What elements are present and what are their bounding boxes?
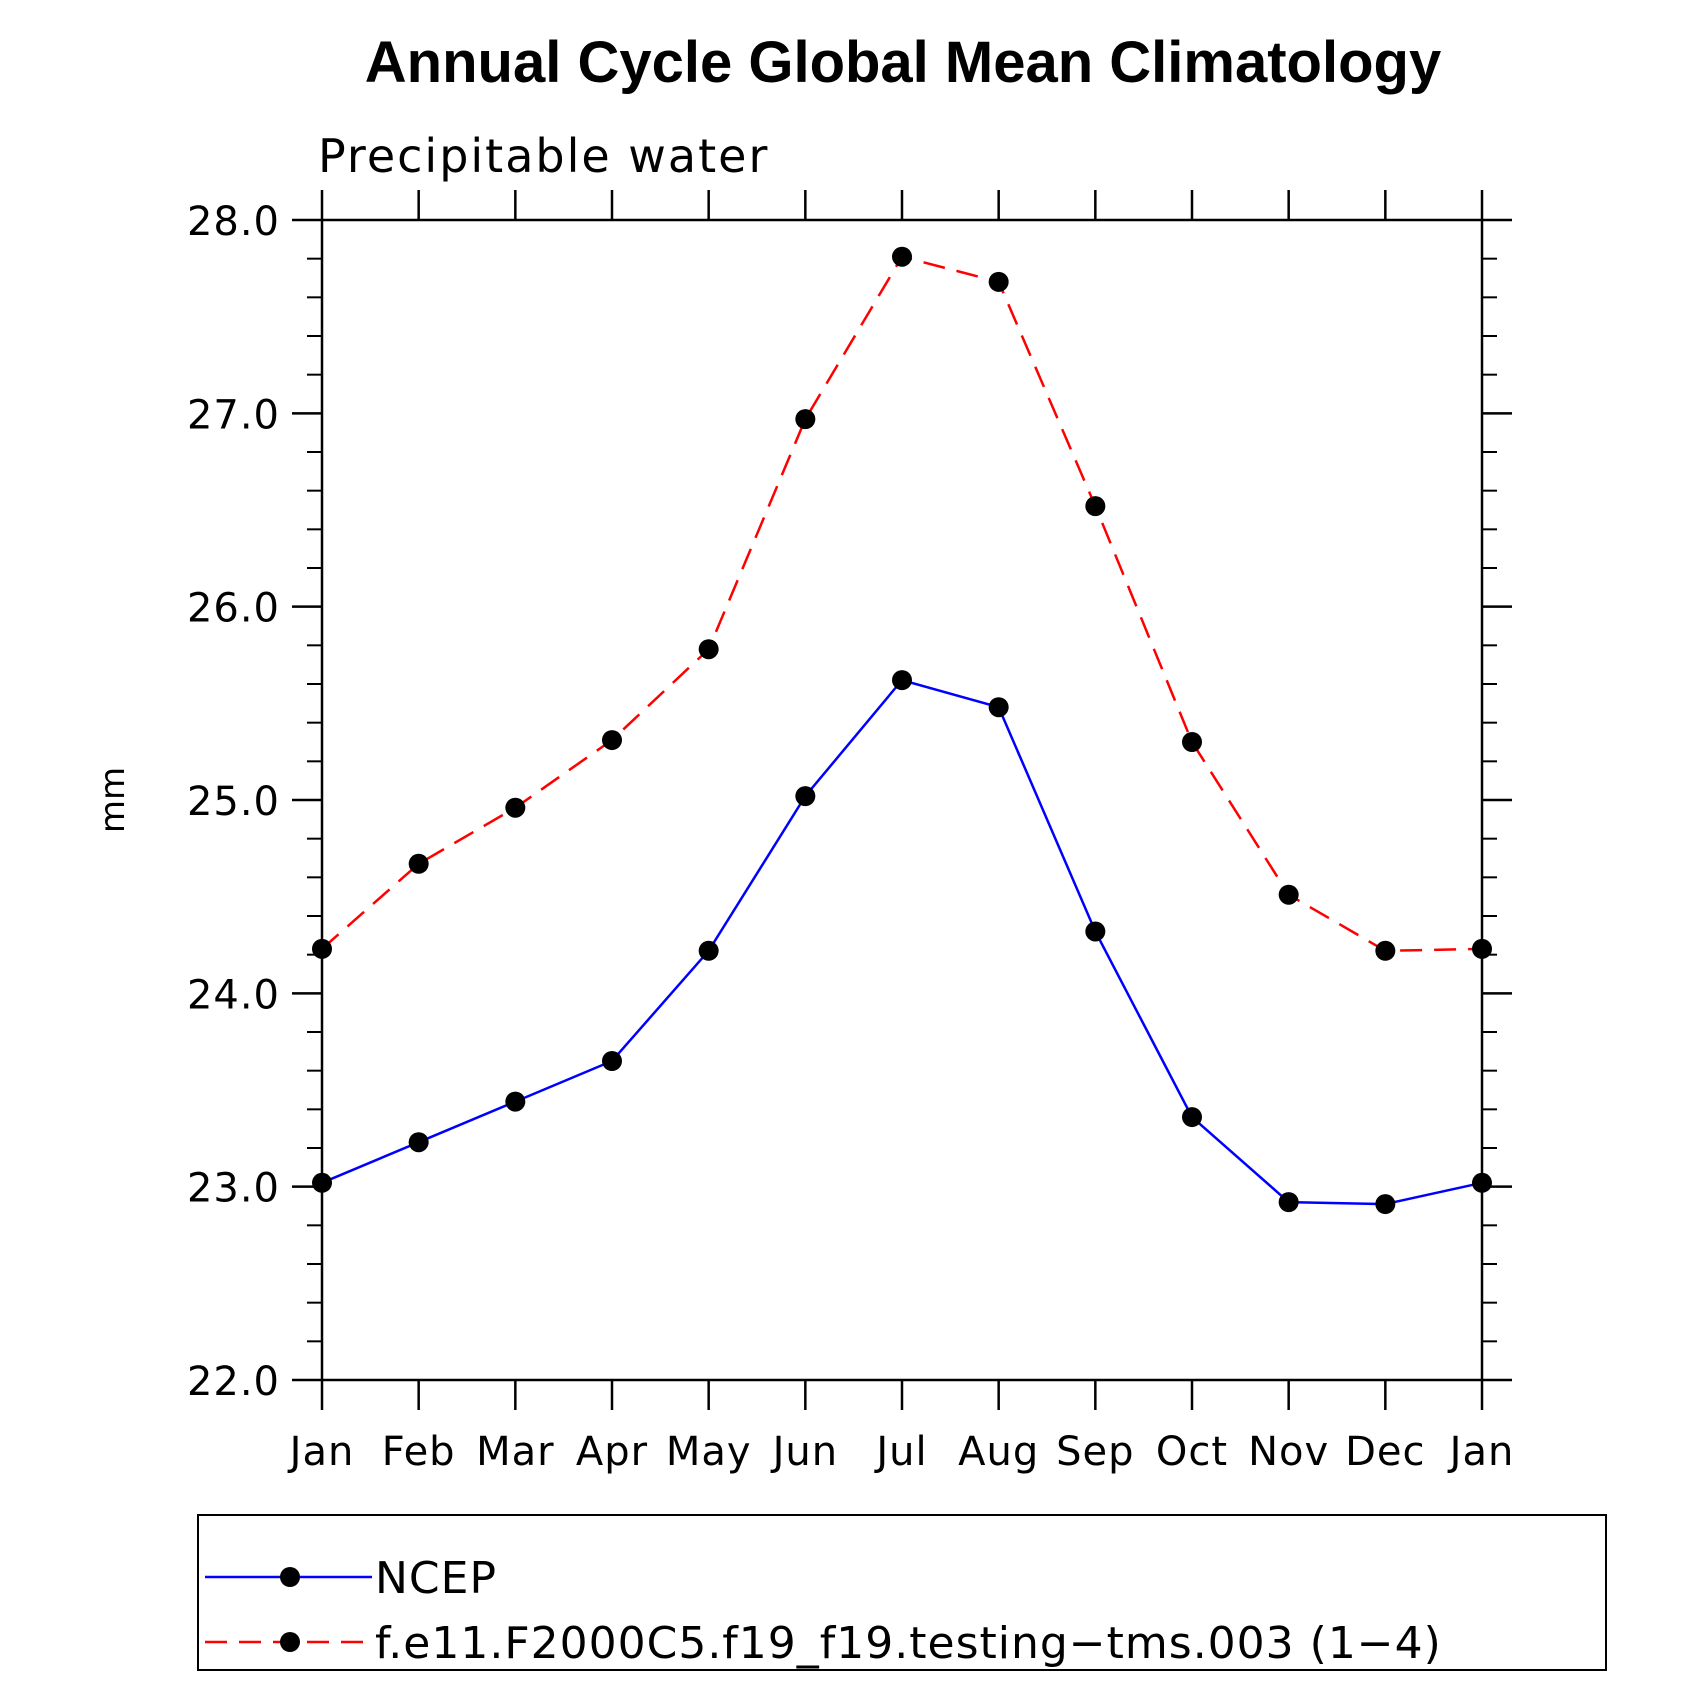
data-point — [1278, 884, 1299, 905]
legend-entry-1: NCEP — [205, 1553, 497, 1604]
data-point — [1182, 1107, 1202, 1128]
x-tick-label: Feb — [382, 1429, 456, 1475]
series-line — [321, 255, 1483, 953]
chart-subtitle: Precipitable water — [318, 129, 769, 183]
data-point — [602, 1051, 622, 1071]
series-1 — [312, 670, 1492, 1215]
y-tick-label: 26.0 — [187, 586, 280, 632]
legend-box — [197, 1514, 1607, 1671]
legend: NCEP f.e11.F2000C5.f19_f19.testing−tms.00… — [197, 1514, 1607, 1671]
y-tick-label: 22.0 — [187, 1359, 280, 1405]
data-point — [1278, 1192, 1299, 1213]
data-point — [988, 271, 1009, 292]
chart-title: Annual Cycle Global Mean Climatology — [365, 30, 1441, 95]
x-tick-label: Jan — [1447, 1429, 1515, 1475]
x-tick-label: Jun — [770, 1429, 839, 1475]
y-tick-label: 24.0 — [187, 972, 280, 1018]
x-tick-label: Sep — [1056, 1429, 1134, 1475]
data-point — [602, 730, 622, 751]
x-tick-label: Oct — [1156, 1429, 1228, 1475]
data-point — [312, 938, 332, 959]
data-point — [1472, 1172, 1492, 1193]
data-point — [408, 853, 429, 874]
data-point — [1085, 496, 1106, 517]
x-tick-label: Dec — [1345, 1429, 1425, 1475]
legend-label: NCEP — [375, 1553, 497, 1604]
data-point — [698, 940, 719, 961]
x-tick-label: May — [666, 1429, 752, 1475]
x-tick-label: Apr — [576, 1429, 648, 1475]
series-2 — [312, 246, 1492, 961]
y-tick-label: 25.0 — [187, 779, 280, 825]
data-point — [1085, 921, 1106, 942]
x-tick-label: Jul — [873, 1429, 927, 1475]
data-point — [1375, 940, 1396, 961]
y-tick-label: 23.0 — [187, 1166, 280, 1212]
data-point — [1182, 732, 1202, 752]
data-point — [312, 1172, 332, 1193]
data-point — [795, 786, 816, 807]
data-point — [505, 1091, 526, 1112]
data-point — [1472, 938, 1492, 959]
x-tick-label: Mar — [476, 1429, 554, 1475]
legend-marker — [280, 1632, 300, 1652]
data-point — [988, 697, 1009, 718]
legend-label: f.e11.F2000C5.f19_f19.testing−tms.003 (1… — [375, 1618, 1442, 1669]
data-point — [505, 797, 526, 818]
data-point — [892, 246, 912, 267]
y-tick-label: 28.0 — [187, 199, 280, 245]
data-point — [1375, 1194, 1396, 1215]
data-point — [795, 409, 816, 430]
x-tick-label: Aug — [958, 1429, 1039, 1475]
series-layer — [312, 246, 1492, 1215]
data-point — [698, 639, 719, 660]
y-axis-label: mm — [93, 767, 133, 833]
series-line — [321, 678, 1483, 1206]
data-point — [408, 1132, 429, 1153]
legend-entry-2: f.e11.F2000C5.f19_f19.testing−tms.003 (1… — [205, 1618, 1442, 1669]
legend-marker — [280, 1567, 300, 1587]
axes: 22.0 23.0 24.0 25.0 26.0 27.0 28.0 Jan Feb Mar Apr… — [187, 190, 1515, 1475]
data-point — [892, 670, 912, 691]
y-tick-label: 27.0 — [187, 392, 280, 438]
plot-frame — [320, 218, 1484, 1382]
x-tick-label: Jan — [287, 1429, 355, 1475]
x-tick-label: Nov — [1248, 1429, 1329, 1475]
